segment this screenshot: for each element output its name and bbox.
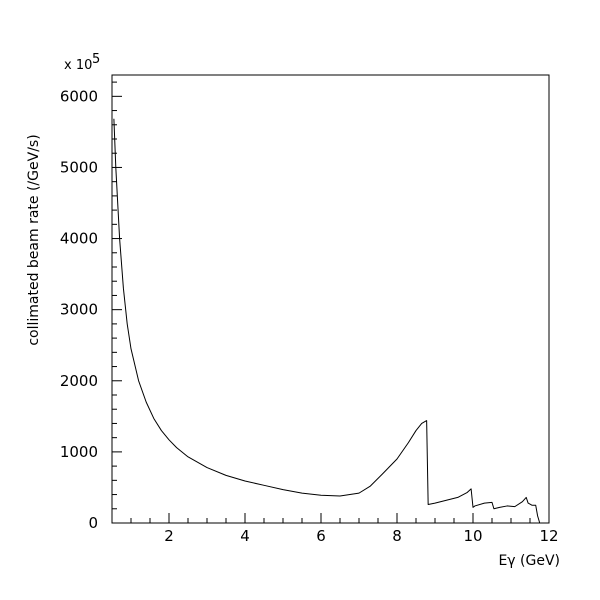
y-axis-ticks: 0 1000 2000 3000 4000 5000 6000 (60, 81, 122, 532)
x-tick-label: 12 (539, 527, 558, 545)
y-axis-title: collimated beam rate (/GeV/s) (26, 134, 42, 345)
x-axis-title: Eγ (GeV) (498, 553, 560, 569)
x-tick-label: 4 (240, 527, 250, 545)
x-axis-ticks: 2 4 6 8 10 12 (111, 513, 559, 545)
x-tick-label: 6 (316, 527, 326, 545)
x-tick-label: 2 (164, 527, 174, 545)
y-tick-label: 4000 (60, 230, 98, 248)
series-line (113, 118, 540, 523)
y-tick-label: 5000 (60, 158, 98, 176)
y-tick-label: 3000 (60, 301, 98, 319)
y-multiplier-label: x 10 (64, 58, 92, 73)
y-multiplier-exponent: 5 (92, 52, 100, 67)
series-layer (113, 118, 540, 523)
x-tick-label: 8 (392, 527, 402, 545)
plot-frame (111, 74, 550, 524)
y-tick-label: 6000 (60, 87, 98, 105)
x-tick-label: 10 (463, 527, 482, 545)
y-tick-label: 1000 (60, 443, 98, 461)
y-tick-label: 2000 (60, 372, 98, 390)
y-tick-label: 0 (88, 514, 98, 532)
